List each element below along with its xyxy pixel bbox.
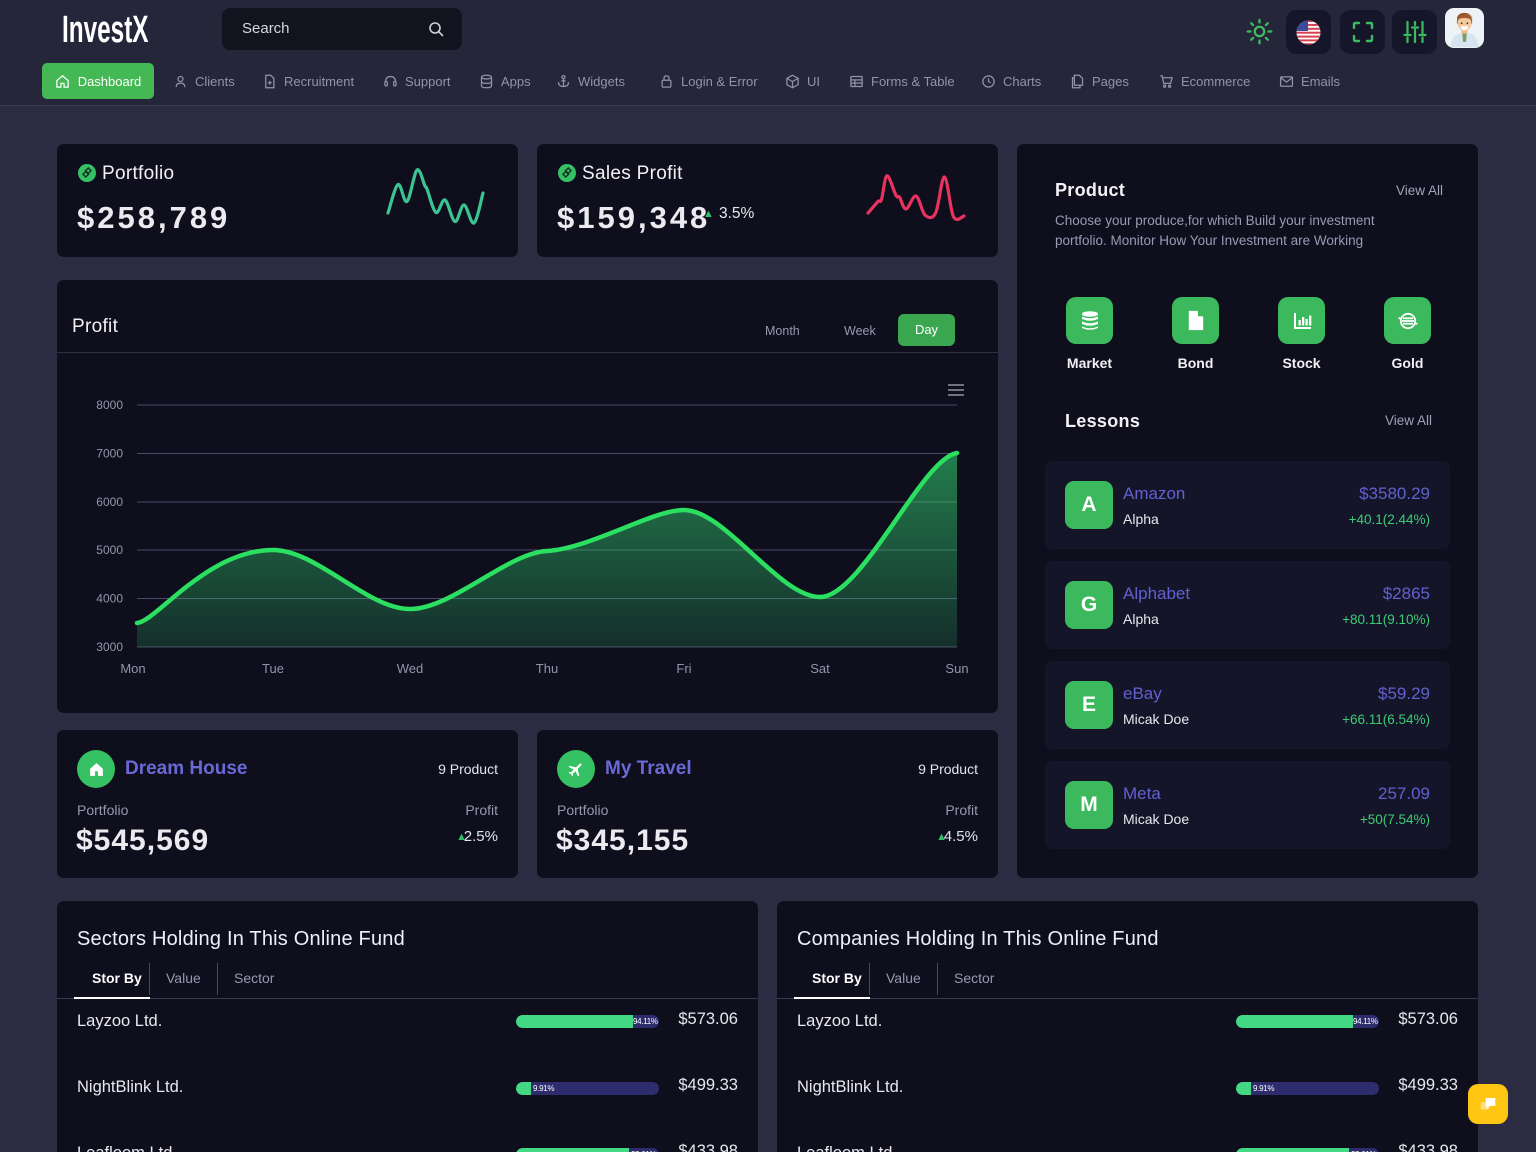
svg-text:7000: 7000 — [96, 447, 123, 461]
svg-text:Sun: Sun — [945, 661, 968, 676]
svg-text:Thu: Thu — [536, 661, 558, 676]
svg-text:4000: 4000 — [96, 592, 123, 606]
svg-text:Wed: Wed — [397, 661, 424, 676]
svg-text:6000: 6000 — [96, 495, 123, 509]
svg-text:Fri: Fri — [676, 661, 691, 676]
svg-text:3000: 3000 — [96, 640, 123, 654]
svg-text:Mon: Mon — [120, 661, 145, 676]
svg-text:Sat: Sat — [810, 661, 830, 676]
svg-text:Tue: Tue — [262, 661, 284, 676]
svg-text:5000: 5000 — [96, 543, 123, 557]
svg-text:8000: 8000 — [96, 398, 123, 412]
